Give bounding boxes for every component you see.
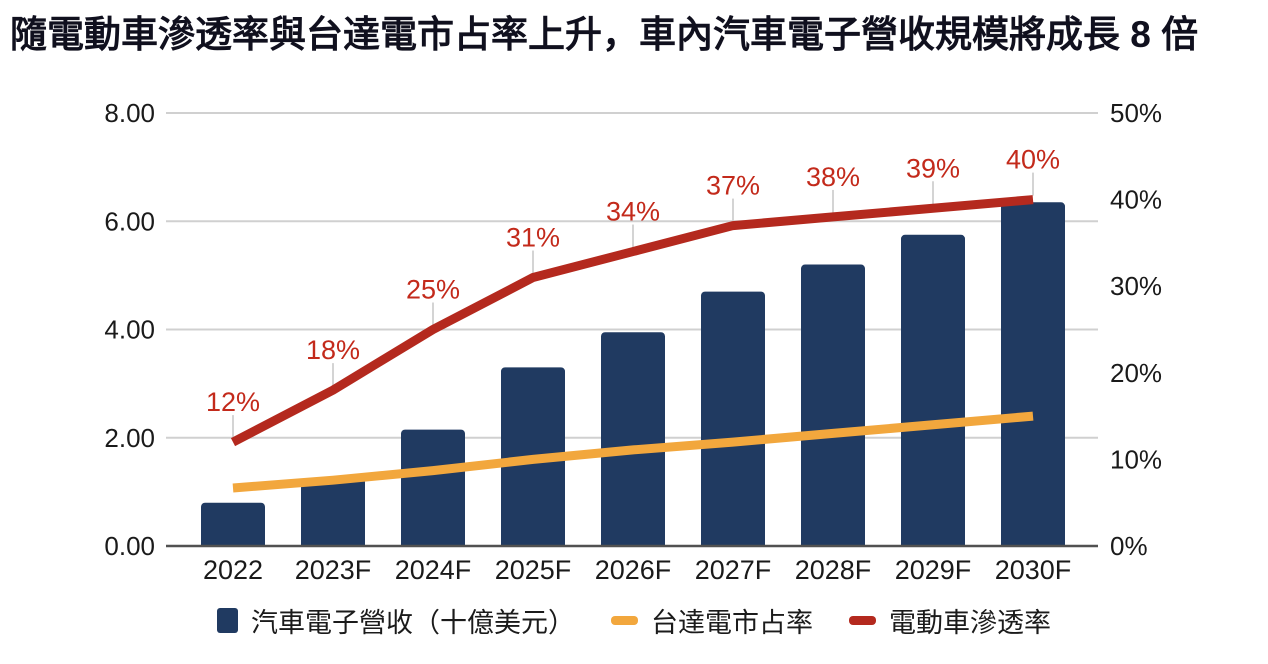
- x-axis-category-label: 2030F: [995, 555, 1072, 585]
- bar-2027F: [701, 291, 765, 546]
- right-axis-tick-label: 30%: [1110, 271, 1162, 301]
- right-axis-tick-label: 20%: [1110, 358, 1162, 388]
- ev-penetration-data-label: 31%: [506, 223, 560, 253]
- legend-item-ev-penetration: 電動車滲透率: [849, 601, 1051, 640]
- left-axis-tick-label: 6.00: [104, 206, 155, 236]
- x-axis-category-label: 2026F: [595, 555, 672, 585]
- legend-label-revenue: 汽車電子營收（十億美元）: [251, 608, 575, 638]
- legend-label-market-share: 台達電市占率: [651, 608, 813, 638]
- x-axis-category-label: 2029F: [895, 555, 972, 585]
- bar-2024F: [401, 429, 465, 546]
- x-axis-category-label: 2025F: [495, 555, 572, 585]
- left-axis-tick-label: 8.00: [104, 98, 155, 128]
- legend-label-ev-penetration: 電動車滲透率: [889, 608, 1051, 638]
- bar-2023F: [301, 478, 365, 546]
- legend-item-revenue: 汽車電子營收（十億美元）: [217, 601, 575, 640]
- ev-penetration-data-label: 37%: [706, 171, 760, 201]
- bar-2022: [201, 502, 265, 546]
- ev-penetration-data-label: 25%: [406, 275, 460, 305]
- bar-2029F: [901, 234, 965, 546]
- ev-penetration-data-label: 18%: [306, 335, 360, 365]
- chart-canvas: 0.00 2.00 4.00 6.00 8.00 0% 10% 20% 30% 40% 50% 12%…: [104, 98, 1162, 585]
- bar-series-swatch-icon: [217, 608, 238, 633]
- left-axis-tick-label: 0.00: [104, 531, 155, 561]
- x-axis-category-label: 2023F: [295, 555, 372, 585]
- ev-penetration-data-label: 38%: [806, 162, 860, 192]
- market-share-line-series: [232, 411, 1034, 493]
- right-axis-tick-label: 0%: [1110, 531, 1148, 561]
- x-axis-category-label: 2024F: [395, 555, 472, 585]
- bar-2026F: [601, 332, 665, 546]
- ev-penetration-data-label: 34%: [606, 197, 660, 227]
- x-axis-category-label: 2022: [203, 555, 263, 585]
- chart-title: 隨電動車滲透率與台達電市占率上升，車內汽車電子營收規模將成長 8 倍: [10, 14, 1199, 55]
- right-axis-tick-label: 40%: [1110, 185, 1162, 215]
- left-axis-tick-label: 2.00: [104, 423, 155, 453]
- legend-item-market-share: 台達電市占率: [611, 601, 813, 640]
- right-axis-tick-label: 50%: [1110, 98, 1162, 128]
- ev-penetration-data-label: 39%: [906, 153, 960, 183]
- ev-penetration-data-label: 12%: [206, 387, 260, 417]
- ev-penetration-data-label: 40%: [1006, 145, 1060, 175]
- ev-penetration-line-series: [230, 195, 1034, 447]
- chart-legend: 汽車電子營收（十億美元） 台達電市占率 電動車滲透率: [0, 601, 1268, 640]
- market-share-line-swatch-icon: [611, 616, 638, 625]
- bar-2030F: [1001, 202, 1065, 546]
- left-axis-tick-label: 4.00: [104, 315, 155, 345]
- ev-penetration-line-swatch-icon: [849, 616, 876, 625]
- right-axis-tick-label: 10%: [1110, 444, 1162, 474]
- x-axis-category-label: 2027F: [695, 555, 772, 585]
- bar-2028F: [801, 264, 865, 546]
- x-axis-category-label: 2028F: [795, 555, 872, 585]
